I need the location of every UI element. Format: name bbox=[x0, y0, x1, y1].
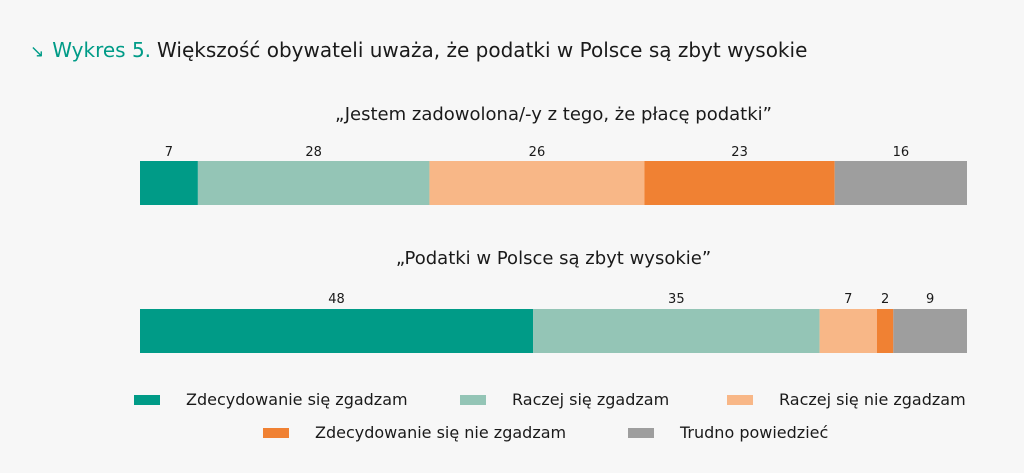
value-label-1-4: 9 bbox=[926, 292, 934, 307]
value-label-1-3: 2 bbox=[881, 292, 889, 307]
value-label-0-3: 23 bbox=[731, 145, 748, 160]
bar-segment-1-0 bbox=[140, 309, 534, 353]
category-label-1: „Podatki w Polsce są zbyt wysokie” bbox=[396, 248, 711, 269]
bar-segment-1-1 bbox=[533, 309, 820, 353]
value-label-0-2: 26 bbox=[529, 145, 546, 160]
category-label-0: „Jestem zadowolona/-y z tego, że płacę p… bbox=[335, 104, 772, 125]
legend-label-2: Raczej się nie zgadzam bbox=[779, 390, 966, 409]
legend-swatch-3 bbox=[263, 428, 289, 438]
legend-swatch-1 bbox=[460, 395, 486, 405]
chart-number: Wykres 5. bbox=[52, 38, 152, 62]
bar-segment-0-4 bbox=[834, 161, 967, 205]
stacked-bar-chart: „Jestem zadowolona/-y z tego, że płacę p… bbox=[140, 104, 967, 353]
bar-segment-0-3 bbox=[644, 161, 835, 205]
bar-segment-0-2 bbox=[429, 161, 645, 205]
legend-label-4: Trudno powiedzieć bbox=[680, 423, 829, 442]
legend-swatch-4 bbox=[628, 428, 654, 438]
arrow-down-right-icon: ↘ bbox=[30, 42, 45, 62]
chart-title-text: Większość obywateli uważa, że podatki w … bbox=[157, 38, 808, 62]
value-label-1-0: 48 bbox=[328, 292, 345, 307]
legend-label-1: Raczej się zgadzam bbox=[512, 390, 670, 409]
value-label-1-1: 35 bbox=[668, 292, 685, 307]
bar-segment-1-3 bbox=[876, 309, 894, 353]
value-label-1-2: 7 bbox=[844, 292, 852, 307]
legend-swatch-0 bbox=[134, 395, 160, 405]
bar-segment-0-1 bbox=[197, 161, 430, 205]
value-label-0-4: 16 bbox=[893, 145, 910, 160]
value-label-0-0: 7 bbox=[165, 145, 173, 160]
bar-segment-1-4 bbox=[893, 309, 967, 353]
value-label-0-1: 28 bbox=[305, 145, 322, 160]
chart-title: ↘ Wykres 5. Większość obywateli uważa, że … bbox=[30, 36, 807, 66]
legend-swatch-2 bbox=[727, 395, 753, 405]
legend-label-3: Zdecydowanie się nie zgadzam bbox=[315, 423, 567, 442]
bar-segment-1-2 bbox=[819, 309, 877, 353]
legend-label-0: Zdecydowanie się zgadzam bbox=[186, 390, 408, 409]
bar-segment-0-0 bbox=[140, 161, 198, 205]
